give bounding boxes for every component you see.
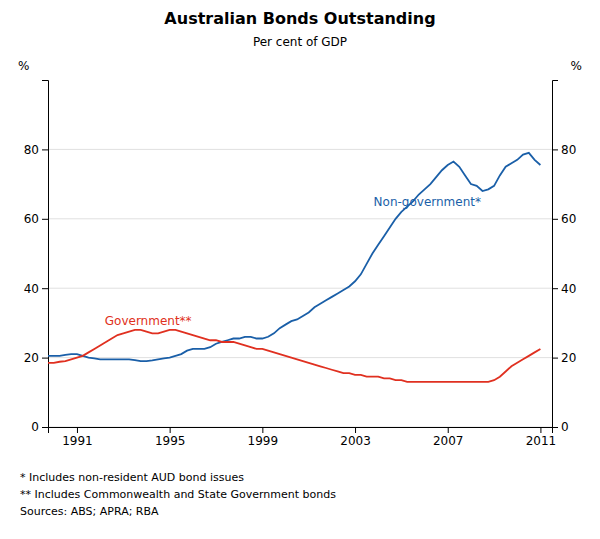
grid-line xyxy=(48,357,552,358)
annotation: Government** xyxy=(105,314,192,328)
tick: 60 xyxy=(24,212,48,226)
footnote: Sources: ABS; APRA; RBA xyxy=(20,505,159,518)
tick-mark xyxy=(170,427,171,433)
tick-label: 60 xyxy=(561,212,576,226)
axis-line xyxy=(553,81,559,428)
tick: 0 xyxy=(31,420,48,434)
tick-label: 2003 xyxy=(340,434,371,448)
tick-mark xyxy=(552,288,558,289)
tick-mark xyxy=(42,427,48,428)
tick-mark xyxy=(552,219,558,220)
series-line xyxy=(48,330,540,382)
footnotes: * Includes non-resident AUD bond issues *… xyxy=(20,471,336,518)
tick: 40 xyxy=(552,282,576,296)
tick-mark xyxy=(42,288,48,289)
title: Australian Bonds Outstanding xyxy=(164,9,435,28)
tick-label: 40 xyxy=(561,282,576,296)
tick: 2011 xyxy=(526,427,557,448)
tick: 1991 xyxy=(62,427,93,448)
tick-mark xyxy=(552,358,558,359)
tick-label: 40 xyxy=(24,282,39,296)
tick: 1999 xyxy=(248,427,279,448)
tick: 0 xyxy=(552,420,569,434)
tick-mark xyxy=(552,149,558,150)
annotations: Non-government* Government** xyxy=(105,195,481,329)
tick-label: 0 xyxy=(31,420,39,434)
annotation: Non-government* xyxy=(374,195,481,209)
tick-label: 1999 xyxy=(248,434,279,448)
tick: 20 xyxy=(24,351,48,365)
series-line xyxy=(48,153,540,361)
tick-mark xyxy=(262,427,263,433)
tick-mark xyxy=(42,219,48,220)
y-axis: 0 20 40 60 80 xyxy=(24,81,49,435)
tick: 80 xyxy=(24,143,48,157)
footnote: * Includes non-resident AUD bond issues xyxy=(20,471,244,484)
tick-label: 1991 xyxy=(62,434,93,448)
grid-line xyxy=(48,218,552,219)
tick-label: 60 xyxy=(24,212,39,226)
tick-mark xyxy=(448,427,449,433)
footnote: ** Includes Commonwealth and State Gover… xyxy=(20,488,336,501)
chart: 1991 1995 1999 2003 2007 2011 0 20 40 60 80 0 20 40 60… xyxy=(0,0,600,539)
tick-label: 1995 xyxy=(155,434,186,448)
lines xyxy=(48,153,540,382)
tick: 2003 xyxy=(340,427,371,448)
axis-line xyxy=(42,81,49,428)
tick: 60 xyxy=(552,212,576,226)
grid-line xyxy=(48,149,552,150)
grid xyxy=(48,149,552,427)
tick-mark xyxy=(42,358,48,359)
tick-label: 2007 xyxy=(433,434,464,448)
tick-mark xyxy=(77,427,78,433)
grid-line xyxy=(48,288,552,289)
tick-mark xyxy=(552,427,558,428)
tick-mark xyxy=(540,427,541,433)
tick-label: 2011 xyxy=(526,434,557,448)
tick-label: 80 xyxy=(24,143,39,157)
y-axis-label: % xyxy=(18,59,29,73)
y2-axis: 0 20 40 60 80 xyxy=(552,81,576,435)
tick: 20 xyxy=(552,351,576,365)
tick: 40 xyxy=(24,282,48,296)
tick-label: 20 xyxy=(24,351,39,365)
tick-label: 20 xyxy=(561,351,576,365)
tick: 1995 xyxy=(155,427,186,448)
axis-line xyxy=(49,428,553,434)
tick: 2007 xyxy=(433,427,464,448)
tick: 80 xyxy=(552,143,576,157)
tick-label: 0 xyxy=(561,420,569,434)
tick-mark xyxy=(355,427,356,433)
tick-mark xyxy=(42,149,48,150)
x-axis: 1991 1995 1999 2003 2007 2011 xyxy=(49,427,557,448)
tick-label: 80 xyxy=(561,143,576,157)
y2-axis-label: % xyxy=(571,59,582,73)
plot: 1991 1995 1999 2003 2007 2011 0 20 40 60 80 0 20 40 60… xyxy=(24,81,577,448)
subtitle: Per cent of GDP xyxy=(253,35,347,49)
